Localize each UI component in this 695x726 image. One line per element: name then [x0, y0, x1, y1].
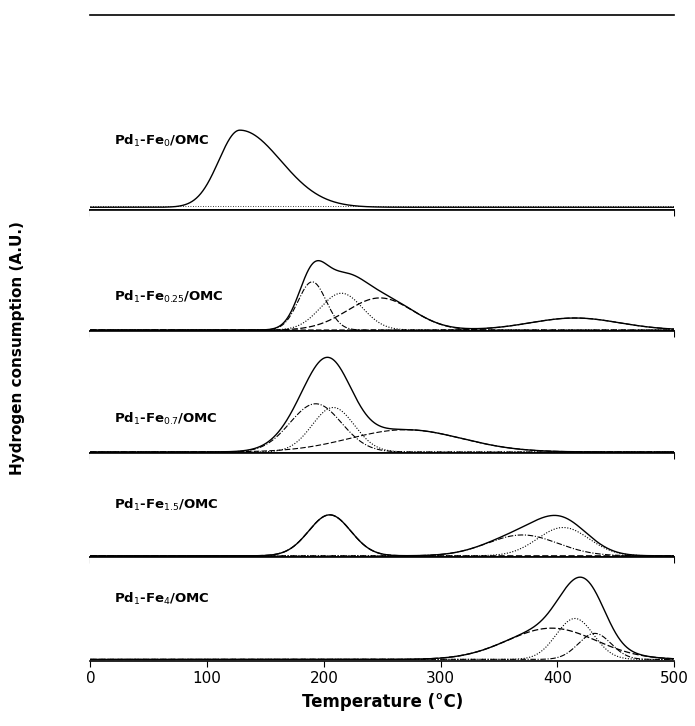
Text: Pd$_1$-Fe$_0$/OMC: Pd$_1$-Fe$_0$/OMC — [114, 134, 209, 150]
X-axis label: Temperature (°C): Temperature (°C) — [302, 693, 463, 711]
Text: Pd$_1$-Fe$_{0.25}$/OMC: Pd$_1$-Fe$_{0.25}$/OMC — [114, 289, 224, 306]
Text: Pd$_1$-Fe$_{1.5}$/OMC: Pd$_1$-Fe$_{1.5}$/OMC — [114, 497, 218, 513]
Text: Pd$_1$-Fe$_4$/OMC: Pd$_1$-Fe$_4$/OMC — [114, 590, 209, 606]
Text: Pd$_1$-Fe$_{0.7}$/OMC: Pd$_1$-Fe$_{0.7}$/OMC — [114, 411, 218, 428]
Text: Hydrogen consumption (A.U.): Hydrogen consumption (A.U.) — [10, 221, 25, 476]
